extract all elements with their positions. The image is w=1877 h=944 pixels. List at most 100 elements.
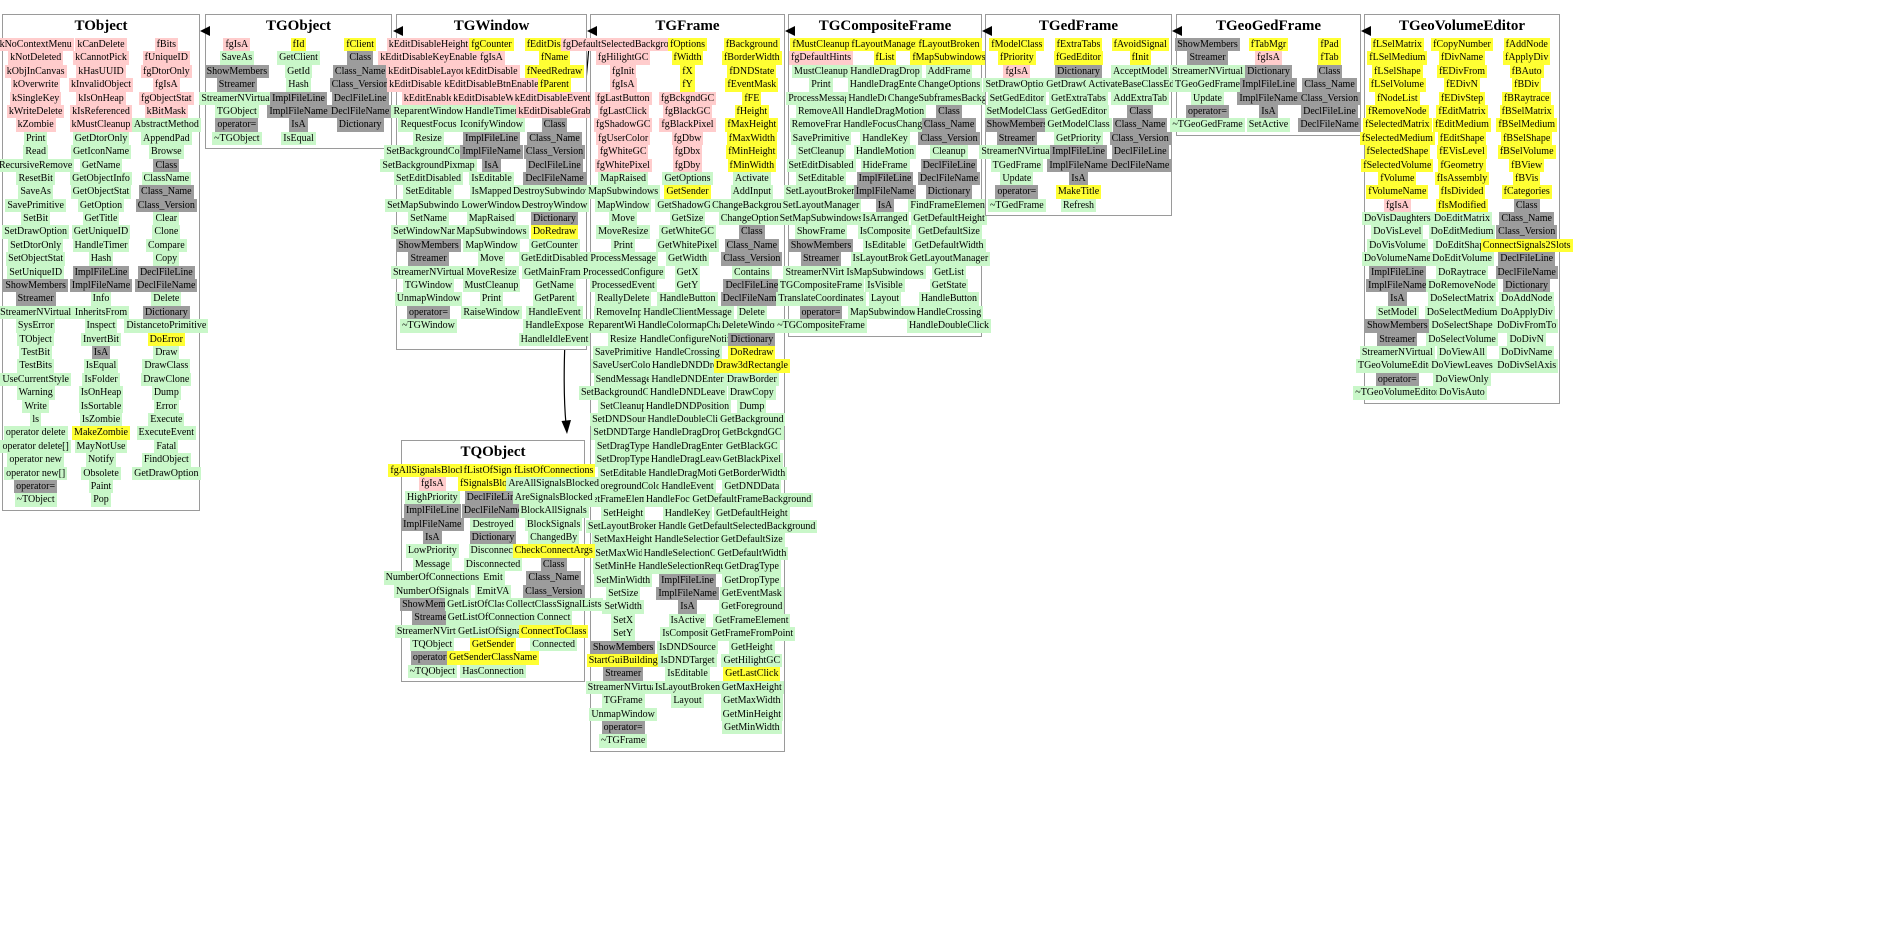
- member-cell[interactable]: GetShadowGC: [655, 198, 720, 213]
- member-cell[interactable]: fgObjectStat: [139, 91, 194, 105]
- member-cell[interactable]: Class_Name: [1499, 212, 1554, 226]
- member-cell[interactable]: fMustCleanup: [790, 38, 852, 52]
- member-cell[interactable]: ImplFileName: [1047, 158, 1110, 172]
- member-cell[interactable]: DeclFileLine: [1111, 145, 1169, 159]
- member-cell[interactable]: fgDtorOnly: [140, 64, 192, 79]
- member-cell[interactable]: IconifyWindow: [458, 118, 525, 132]
- member-cell[interactable]: Browse: [149, 145, 184, 159]
- member-cell[interactable]: GetDefaultSelectedBackground: [686, 520, 818, 534]
- class-title[interactable]: TQObject: [460, 444, 526, 460]
- member-cell[interactable]: UseCurrentStyle: [0, 372, 71, 387]
- member-cell[interactable]: DeclFileName: [1298, 118, 1361, 132]
- member-cell[interactable]: Print: [809, 78, 833, 92]
- member-cell[interactable]: SendMessage: [593, 372, 653, 387]
- member-cell[interactable]: Fatal: [154, 439, 179, 454]
- member-cell[interactable]: ShowMembers: [1175, 38, 1240, 52]
- member-cell[interactable]: GetObjectInfo: [70, 171, 132, 186]
- member-cell[interactable]: operator=: [410, 651, 454, 665]
- member-cell[interactable]: MapRaised: [466, 212, 517, 226]
- member-cell[interactable]: GetFrameFromPoint: [708, 627, 796, 641]
- member-cell[interactable]: fgBlackPixel: [659, 118, 716, 132]
- member-cell[interactable]: ImplFileName: [1237, 91, 1300, 105]
- member-cell[interactable]: fBDiv: [1512, 78, 1542, 92]
- member-cell[interactable]: Class_Name: [139, 185, 194, 199]
- member-cell[interactable]: MapWindow: [463, 238, 520, 253]
- member-cell[interactable]: TGFrame: [601, 694, 645, 708]
- member-cell[interactable]: Streamer: [1187, 51, 1228, 65]
- member-cell[interactable]: StreamerNVirtual: [199, 91, 275, 105]
- member-cell[interactable]: TQObject: [410, 638, 455, 652]
- member-cell[interactable]: DoApplyDiv: [1498, 305, 1555, 320]
- member-cell[interactable]: GetDefaultHeight: [714, 506, 790, 521]
- member-cell[interactable]: fRemoveNode: [1366, 104, 1429, 119]
- member-cell[interactable]: GetHeight: [728, 640, 775, 654]
- member-cell[interactable]: kInvalidObject: [69, 78, 133, 92]
- member-cell[interactable]: GetTitle: [82, 212, 120, 226]
- member-cell[interactable]: MapSubwindows: [848, 305, 923, 320]
- member-cell[interactable]: TObject: [17, 332, 54, 346]
- member-cell[interactable]: Dictionary: [1245, 64, 1292, 79]
- member-cell[interactable]: fHeight: [734, 104, 770, 119]
- member-cell[interactable]: fgInit: [610, 64, 637, 79]
- member-cell[interactable]: fgIsA: [478, 51, 505, 65]
- member-cell[interactable]: ~TGFrame: [599, 734, 648, 748]
- member-cell[interactable]: GetMinHeight: [720, 707, 783, 721]
- member-cell[interactable]: TGedFrame: [990, 158, 1043, 172]
- member-cell[interactable]: operator=: [14, 479, 58, 494]
- member-cell[interactable]: IsZombie: [79, 412, 123, 427]
- member-cell[interactable]: Class: [540, 557, 567, 572]
- member-cell[interactable]: fGedEditor: [1054, 51, 1103, 65]
- member-cell[interactable]: Layout: [671, 694, 704, 708]
- member-cell[interactable]: ProcessMessage: [588, 252, 658, 266]
- member-cell[interactable]: Refresh: [1060, 198, 1097, 213]
- member-cell[interactable]: Cleanup: [930, 145, 968, 159]
- member-cell[interactable]: HandleDoubleClick: [645, 412, 730, 427]
- member-cell[interactable]: DeclFileName: [1109, 158, 1172, 172]
- member-cell[interactable]: fInit: [1129, 51, 1151, 65]
- member-cell[interactable]: HandleDNDEnter: [649, 372, 726, 387]
- member-cell[interactable]: kCanDelete: [75, 38, 127, 52]
- member-cell[interactable]: Class: [738, 225, 765, 239]
- member-cell[interactable]: IsLayoutBroken: [653, 680, 722, 695]
- member-cell[interactable]: DoViewLeaves: [1429, 359, 1495, 373]
- member-cell[interactable]: DoEditVolume: [1430, 252, 1494, 266]
- member-cell[interactable]: GetLayoutManager: [907, 252, 991, 266]
- member-cell[interactable]: TGeoGedFrame: [1173, 78, 1242, 92]
- member-cell[interactable]: Dictionary: [728, 332, 776, 346]
- member-cell[interactable]: GetOption: [77, 198, 125, 213]
- member-cell[interactable]: GetModelClass: [1045, 118, 1112, 132]
- member-cell[interactable]: ActivateBaseClassEditors: [1086, 78, 1195, 92]
- member-cell[interactable]: ChangeBackground: [710, 198, 794, 213]
- member-cell[interactable]: DoDivFromTo: [1495, 319, 1559, 333]
- member-cell[interactable]: LowerWindow: [459, 198, 524, 213]
- member-cell[interactable]: fgIsA: [223, 38, 251, 52]
- member-cell[interactable]: fBAuto: [1509, 64, 1544, 79]
- member-cell[interactable]: GetSender: [664, 185, 711, 199]
- member-cell[interactable]: IsA: [91, 345, 111, 360]
- member-cell[interactable]: MapSubwindows: [454, 225, 529, 239]
- member-cell[interactable]: ~TQObject: [407, 664, 458, 679]
- member-cell[interactable]: IsEditable: [862, 238, 908, 253]
- member-cell[interactable]: Class_Name: [724, 238, 780, 253]
- member-cell[interactable]: ResetBit: [16, 171, 55, 186]
- member-cell[interactable]: GetHilightGC: [721, 653, 783, 668]
- member-cell[interactable]: fgBlackGC: [662, 104, 713, 119]
- member-cell[interactable]: operator=: [407, 305, 450, 320]
- member-cell[interactable]: GetListOfSignals: [456, 624, 531, 639]
- member-cell[interactable]: SetX: [611, 613, 636, 628]
- member-cell[interactable]: ShowMembers: [984, 118, 1050, 132]
- member-cell[interactable]: fBits: [154, 38, 179, 52]
- member-cell[interactable]: Pop: [91, 493, 111, 507]
- member-cell[interactable]: kEditDisableEvents: [512, 91, 597, 105]
- member-cell[interactable]: DrawClass: [142, 359, 191, 373]
- member-cell[interactable]: MakeZombie: [72, 426, 130, 440]
- member-cell[interactable]: SetBackgroundColor: [578, 386, 668, 400]
- member-cell[interactable]: GetX: [674, 265, 701, 280]
- member-cell[interactable]: DoRaytrace: [1436, 265, 1488, 280]
- member-cell[interactable]: DistancetoPrimitive: [124, 319, 209, 333]
- member-cell[interactable]: SetLayoutBroken: [585, 520, 661, 534]
- member-cell[interactable]: GetState: [929, 279, 969, 293]
- member-cell[interactable]: TGCompositeFrame: [777, 279, 865, 293]
- member-cell[interactable]: kIsReferenced: [70, 104, 132, 119]
- member-cell[interactable]: SetDNDSource: [590, 412, 657, 427]
